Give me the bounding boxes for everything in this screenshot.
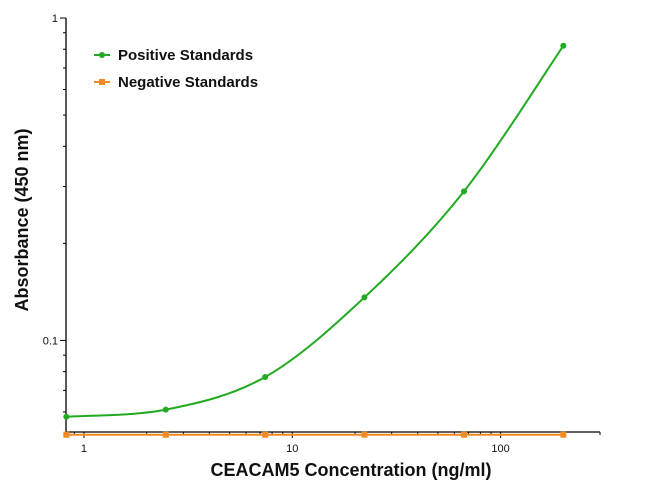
data-point [560,431,567,438]
legend-item-negative: Negative Standards [94,74,258,91]
data-point [262,431,269,438]
legend-marker-positive [99,52,105,58]
data-point [361,431,368,438]
legend-marker-negative [99,79,105,85]
series-layer [63,42,567,438]
x-tick-label: 100 [491,443,509,455]
data-point [262,374,269,381]
legend-label-negative: Negative Standards [118,74,258,91]
data-point [162,406,169,413]
series-line [66,45,565,418]
data-point [460,188,467,195]
legend: Positive Standards Negative Standards [94,47,258,91]
data-point [63,431,70,438]
x-axis-title: CEACAM5 Concentration (ng/ml) [211,460,492,480]
x-tick-label: 1 [81,443,87,455]
legend-label-positive: Positive Standards [118,47,253,64]
y-tick-label: 0.1 [43,335,58,347]
series-positive [63,42,567,420]
data-point [162,431,169,438]
y-tick-label: 1 [52,13,58,25]
legend-item-positive: Positive Standards [94,47,253,64]
x-tick-label: 10 [286,443,298,455]
data-point [460,431,467,438]
y-ticks: 0.11 [43,13,66,413]
data-point [361,294,368,301]
series-negative [63,431,567,438]
data-point [560,42,567,49]
y-axis-title: Absorbance (450 nm) [12,128,32,311]
data-point [63,413,70,420]
